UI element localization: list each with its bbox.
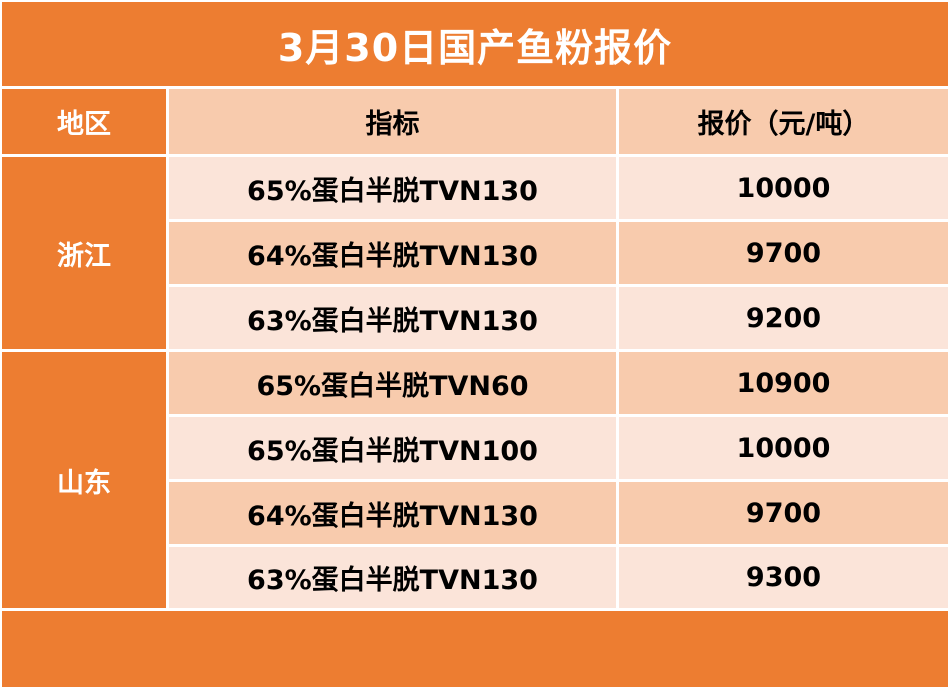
row-price: 9200: [619, 287, 948, 349]
row-spec: 63%蛋白半脱TVN130: [169, 547, 616, 608]
row-price: 10000: [619, 417, 948, 479]
row-price: 9700: [619, 482, 948, 544]
row-spec: 63%蛋白半脱TVN130: [169, 287, 616, 349]
region-zhejiang: 浙江: [2, 157, 166, 349]
header-spec: 指标: [169, 89, 616, 154]
table-title: 3月30日国产鱼粉报价: [2, 2, 948, 86]
row-spec: 65%蛋白半脱TVN60: [169, 352, 616, 414]
footer-bar: [2, 611, 948, 687]
row-spec: 64%蛋白半脱TVN130: [169, 222, 616, 284]
region-shandong: 山东: [2, 352, 166, 608]
row-spec: 64%蛋白半脱TVN130: [169, 482, 616, 544]
row-price: 9700: [619, 222, 948, 284]
header-region: 地区: [2, 89, 166, 154]
row-spec: 65%蛋白半脱TVN130: [169, 157, 616, 219]
header-price: 报价（元/吨）: [619, 89, 948, 154]
row-price: 10000: [619, 157, 948, 219]
row-price: 9300: [619, 547, 948, 608]
row-price: 10900: [619, 352, 948, 414]
row-spec: 65%蛋白半脱TVN100: [169, 417, 616, 479]
